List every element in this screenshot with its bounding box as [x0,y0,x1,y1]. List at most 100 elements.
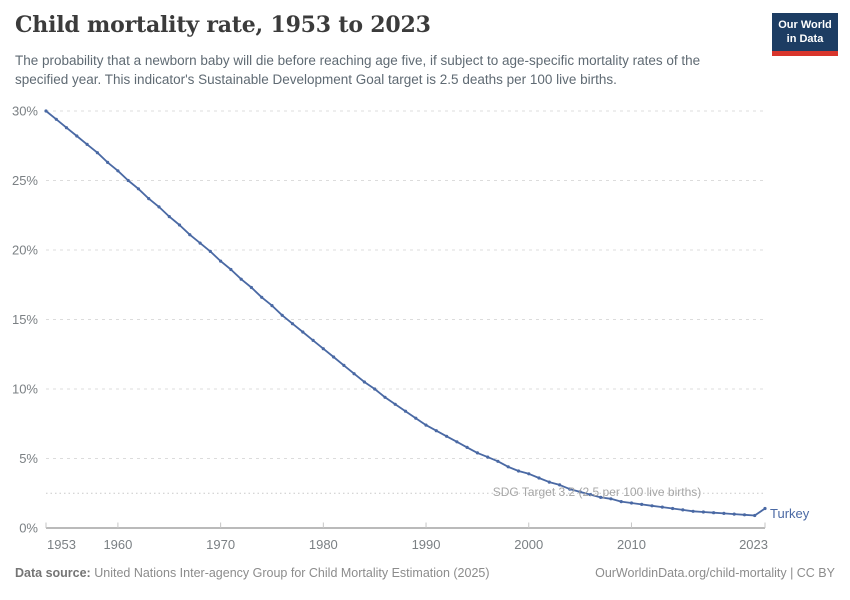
data-point[interactable] [486,455,490,459]
data-point[interactable] [44,109,48,113]
data-point[interactable] [75,134,79,138]
data-point[interactable] [167,215,171,219]
data-point[interactable] [239,277,243,281]
data-point[interactable] [280,313,284,317]
x-axis-tick-label: 2000 [514,537,543,552]
data-point[interactable] [362,380,366,384]
data-point[interactable] [95,151,99,155]
data-point[interactable] [342,363,346,367]
data-point[interactable] [640,502,644,506]
data-point[interactable] [270,304,274,308]
y-axis-tick-label: 20% [12,243,38,258]
data-point[interactable] [54,117,58,121]
x-axis-tick-label: 2023 [739,537,768,552]
data-point[interactable] [547,480,551,484]
data-source-label: Data source: [15,566,91,580]
data-point[interactable] [537,476,541,480]
data-point[interactable] [311,338,315,342]
data-point[interactable] [660,505,664,509]
data-point[interactable] [434,429,438,433]
data-point[interactable] [393,402,397,406]
data-point[interactable] [455,440,459,444]
data-point[interactable] [712,511,716,515]
x-axis-tick-label: 2010 [617,537,646,552]
data-point[interactable] [157,205,161,209]
data-series-group[interactable] [44,109,767,518]
owid-logo-line1: Our World [778,19,832,31]
data-point[interactable] [332,355,336,359]
data-point[interactable] [742,513,747,517]
data-point[interactable] [208,249,212,253]
y-axis-tick-label: 15% [12,312,38,327]
data-point[interactable] [475,451,479,455]
data-point[interactable] [249,285,253,290]
data-point[interactable] [177,223,182,227]
data-point[interactable] [445,434,449,438]
data-point[interactable] [116,169,120,173]
owid-logo[interactable]: Our World in Data [772,13,838,56]
data-point[interactable] [301,330,305,334]
data-point[interactable] [629,501,634,505]
data-point[interactable] [619,500,623,504]
data-point[interactable] [681,508,685,512]
footer-link[interactable]: OurWorldinData.org/child-mortality | CC … [595,566,835,580]
data-point[interactable] [599,495,603,499]
data-point[interactable] [85,142,89,146]
data-source-text: United Nations Inter-agency Group for Ch… [94,566,490,580]
series-line-turkey[interactable] [45,110,766,517]
data-point[interactable] [373,387,377,391]
data-point[interactable] [732,512,736,516]
y-axis-tick-label: 5% [19,451,38,466]
gridlines-group: 0% 5% 10% 15% 20% 25% 30% [12,104,763,536]
data-point[interactable] [558,483,562,487]
x-axis-tick-label: 1953 [47,537,76,552]
owid-logo-line2: in Data [786,33,824,46]
x-axis-tick-label: 1970 [206,537,235,552]
data-point[interactable] [106,160,110,164]
data-point[interactable] [352,372,356,376]
data-point[interactable] [568,487,572,491]
data-point[interactable] [609,497,613,501]
data-point[interactable] [527,472,531,476]
data-point[interactable] [383,395,387,399]
x-axis-tick-label: 1960 [103,537,132,552]
data-point[interactable] [260,295,264,299]
data-point[interactable] [414,416,418,420]
data-point[interactable] [147,197,151,201]
data-point[interactable] [321,347,325,351]
data-point[interactable] [136,187,140,191]
data-point[interactable] [126,178,130,183]
y-axis-tick-label: 10% [12,382,38,397]
data-point[interactable] [496,459,500,463]
y-axis-tick-label: 30% [12,104,38,119]
data-point[interactable] [671,506,675,511]
data-point[interactable] [516,469,521,473]
data-point[interactable] [701,510,706,514]
x-axis-tick-label: 1990 [412,537,441,552]
data-point[interactable] [506,465,510,469]
data-point[interactable] [578,490,582,494]
data-point[interactable] [588,493,593,497]
data-point[interactable] [219,259,223,263]
data-point[interactable] [229,267,233,272]
data-source: Data source: United Nations Inter-agency… [15,566,490,580]
chart-footer: Data source: United Nations Inter-agency… [15,566,835,580]
data-point[interactable] [188,233,192,237]
data-point[interactable] [763,506,767,511]
data-point[interactable] [64,126,69,130]
page-title: Child mortality rate, 1953 to 2023 [15,12,431,38]
data-point[interactable] [650,504,654,508]
data-point[interactable] [465,445,469,449]
data-point[interactable] [753,513,757,518]
data-point[interactable] [403,409,408,413]
y-axis-tick-label: 25% [12,173,38,188]
chart-subtitle: The probability that a newborn baby will… [15,53,701,88]
data-point[interactable] [198,241,202,245]
data-point[interactable] [290,322,295,326]
series-label-turkey: Turkey [770,506,810,521]
data-point[interactable] [722,511,726,515]
data-point[interactable] [424,423,428,427]
data-point[interactable] [691,509,695,513]
